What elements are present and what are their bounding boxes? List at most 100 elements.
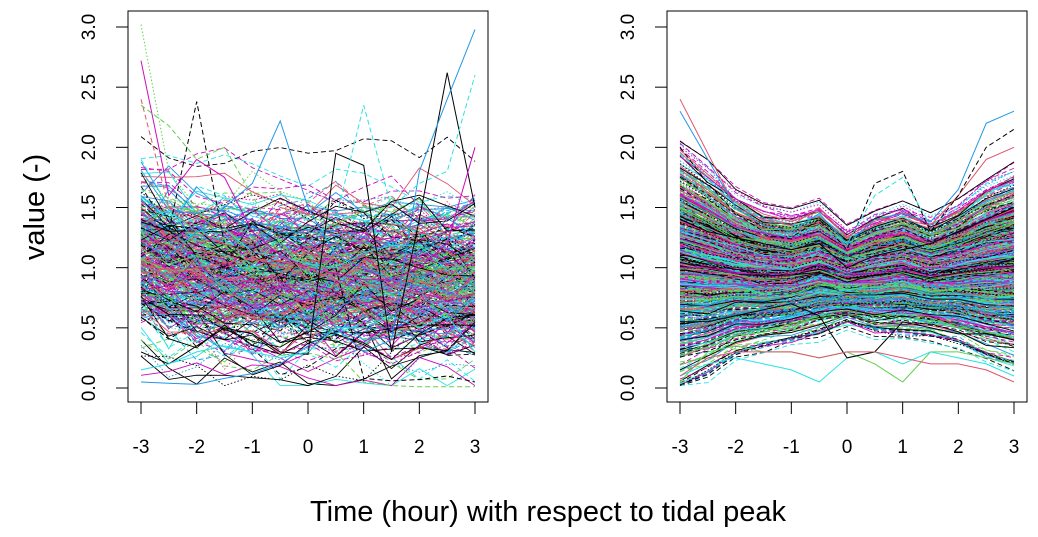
y-tick-label: 0.0 [618,375,639,401]
left-curve [140,182,476,227]
right-curve [679,198,1015,255]
right-curve [679,190,1015,248]
left-curve [140,203,476,265]
left-curve [140,239,476,289]
y-tick-label: 1.5 [618,194,639,220]
right-curve [679,220,1015,257]
left-curve [140,233,476,281]
right-curve [679,308,1015,341]
right-curve [679,188,1015,246]
right-curve [679,283,1015,304]
right-curve [679,190,1015,250]
left-curve [140,241,476,287]
left-curve [140,301,476,380]
x-axis-label: Time (hour) with respect to tidal peak [310,496,787,528]
right-curve [679,329,1015,387]
left-curve [140,197,476,273]
left-curve [140,264,476,304]
left-curve [140,268,476,320]
left-curve [140,257,476,296]
x-tick-label: -2 [188,437,205,458]
right-curve [679,314,1015,358]
left-curve [140,285,476,343]
left-curve [140,273,476,323]
right-curve [679,293,1015,316]
right-curve [679,199,1015,252]
y-tick-label: 1.0 [79,254,100,280]
right-curve [679,294,1015,311]
right-curve [679,288,1015,301]
left-curve [140,186,476,285]
right-curve [679,269,1015,283]
left-curve [140,231,476,337]
left-y-axis: 0.0 0.5 1.0 1.5 2.0 2.5 3.0 [79,14,128,401]
left-curve [140,286,476,349]
left-curve [140,265,476,322]
right-curve [679,208,1015,256]
right-curve [679,309,1015,356]
right-curve [679,176,1015,246]
left-curve [140,195,476,318]
right-curve [679,282,1015,300]
right-y-axis: 0.0 0.5 1.0 1.5 2.0 2.5 3.0 [618,14,667,401]
left-curve [140,230,476,293]
right-curve [679,295,1015,320]
x-tick-label: 1 [897,437,908,458]
left-curve [140,291,476,365]
left-curve [140,259,476,315]
right-curve [679,322,1015,384]
left-curve [140,235,476,284]
x-tick-label: -1 [244,437,261,458]
x-tick-label: -3 [133,437,150,458]
right-curve [679,140,1015,225]
left-curve [140,239,476,282]
left-curve [140,266,476,306]
left-curve [140,281,476,359]
left-series-s2 [140,101,476,383]
left-curve [140,207,476,260]
left-curve [140,293,476,333]
right-curve [679,244,1015,266]
x-tick-label: 0 [842,437,853,458]
left-curve [140,284,476,325]
left-curve [140,257,476,326]
right-curve [679,167,1015,241]
right-curve [679,251,1015,273]
right-curve [679,156,1015,232]
x-tick-label: 3 [1009,437,1020,458]
left-curve [140,310,476,348]
y-tick-label: 3.0 [618,14,639,40]
left-curve [140,267,476,308]
left-curve [140,199,476,277]
left-curve [140,191,476,248]
x-tick-label: -3 [672,437,689,458]
right-curve [679,309,1015,358]
left-curve [140,289,476,350]
right-curve [679,282,1015,295]
left-series-s9 [140,104,475,388]
x-tick-label: 2 [953,437,964,458]
right-curve [679,268,1015,281]
right-curve [679,275,1015,289]
left-curve [140,195,476,265]
left-x-axis: -3 -2 -1 0 1 2 3 [133,402,481,458]
right-curve [679,267,1015,283]
left-curve [140,228,476,314]
right-curve [679,237,1015,268]
left-curve [140,276,476,332]
left-series-s8 [140,119,476,305]
y-tick-label: 2.5 [618,74,639,100]
right-curve [679,263,1015,281]
x-tick-label: -2 [727,437,744,458]
right-curve [679,304,1015,335]
right-curve [679,213,1015,258]
left-curve [140,272,476,335]
right-series-r10 [679,207,1015,269]
left-curve [140,335,476,387]
right-series-r3 [679,128,1015,251]
left-curve [140,256,476,333]
right-curve [679,304,1015,332]
right-curve [679,232,1015,266]
x-tick-label: 3 [470,437,481,458]
